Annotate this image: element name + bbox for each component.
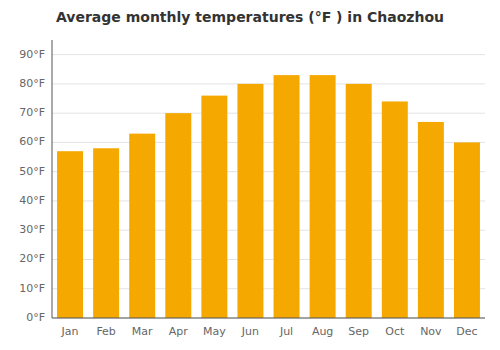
bar — [129, 134, 155, 318]
chart: Average monthly temperatures (°F ) in Ch… — [0, 0, 500, 350]
x-tick-label: Nov — [420, 325, 442, 338]
x-tick-label: Jul — [279, 325, 293, 338]
x-tick-label: Dec — [456, 325, 477, 338]
x-tick-label: Sep — [348, 325, 369, 338]
y-tick-label: 30°F — [19, 223, 45, 236]
grid-line — [52, 318, 485, 319]
y-tick-label: 70°F — [19, 106, 45, 119]
grid-line — [52, 83, 485, 84]
bar — [237, 84, 263, 318]
y-tick-label: 10°F — [19, 282, 45, 295]
x-tick-label: Mar — [132, 325, 153, 338]
bar — [201, 96, 227, 318]
y-tick-label: 50°F — [19, 165, 45, 178]
y-tick-label: 90°F — [19, 48, 45, 61]
x-tick-label: Jan — [61, 325, 79, 338]
bar — [418, 122, 444, 318]
x-axis: Jan Feb Mar Apr May Jun Jul Aug Sep Oct Nov Dec — [61, 325, 478, 338]
x-tick-label: Aug — [312, 325, 333, 338]
y-tick-label: 60°F — [19, 135, 45, 148]
x-tick-label: May — [203, 325, 226, 338]
y-axis: 0°F 10°F 20°F 30°F 40°F 50°F 60°F 70°F 80°F 90°F — [19, 48, 45, 324]
x-tick-label: Oct — [385, 325, 405, 338]
grid — [52, 55, 485, 318]
bar — [382, 101, 408, 318]
x-tick-label: Jun — [241, 325, 259, 338]
y-tick-label: 0°F — [26, 311, 45, 324]
bar — [165, 113, 191, 318]
bar — [57, 151, 83, 318]
y-axis-line — [52, 40, 53, 318]
bar — [346, 84, 372, 318]
x-tick-label: Apr — [169, 325, 189, 338]
title: Average monthly temperatures (°F ) in Ch… — [56, 9, 444, 25]
grid-line — [52, 113, 485, 114]
bars — [57, 75, 480, 318]
bar — [93, 148, 119, 318]
bar — [274, 75, 300, 318]
x-tick-label: Feb — [96, 325, 115, 338]
y-tick-label: 80°F — [19, 77, 45, 90]
y-tick-label: 20°F — [19, 252, 45, 265]
bar — [310, 75, 336, 318]
y-tick-label: 40°F — [19, 194, 45, 207]
bar — [454, 142, 480, 318]
x-axis-line — [52, 318, 485, 319]
grid-line — [52, 54, 485, 55]
